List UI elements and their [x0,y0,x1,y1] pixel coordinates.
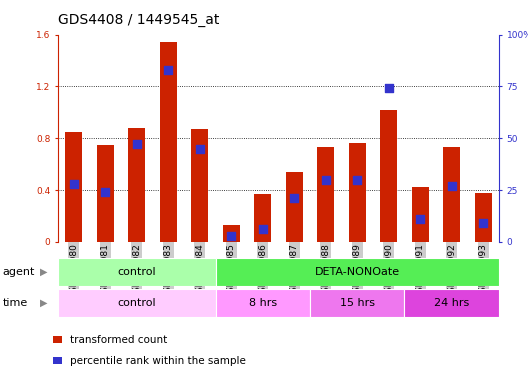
Point [70,181,78,187]
Text: 24 hrs: 24 hrs [434,298,469,308]
Text: ▶: ▶ [40,298,47,308]
Bar [411,187,429,242]
Bar [215,289,310,317]
Point [290,195,298,202]
Point [384,85,393,91]
Text: DETA-NONOate: DETA-NONOate [315,267,400,277]
Text: 15 hrs: 15 hrs [340,298,375,308]
Bar [58,289,215,317]
Bar [317,147,334,242]
Text: GDS4408 / 1449545_at: GDS4408 / 1449545_at [58,13,220,27]
Text: percentile rank within the sample: percentile rank within the sample [70,356,246,366]
Text: ▶: ▶ [40,267,47,277]
Bar [475,193,492,242]
Point [259,227,267,233]
Bar [159,42,177,242]
Point [448,183,456,189]
Point [353,177,362,183]
Point [322,177,330,183]
Point [133,141,141,147]
Bar [223,225,240,242]
Point [479,220,487,226]
Bar [404,289,499,317]
Bar [128,128,146,242]
Point [195,146,204,152]
Bar [191,129,209,242]
Text: transformed count: transformed count [70,335,167,345]
Point [164,67,173,73]
Bar [215,258,499,286]
Text: agent: agent [3,267,35,277]
Bar [348,144,366,242]
Text: time: time [3,298,28,308]
Bar [310,289,404,317]
Point [416,216,425,222]
Bar [443,147,460,242]
Text: 8 hrs: 8 hrs [249,298,277,308]
Text: control: control [118,298,156,308]
Bar [286,172,303,242]
Bar [380,110,398,242]
Text: control: control [118,267,156,277]
Point [227,233,235,239]
Bar [254,194,271,242]
Bar [58,258,215,286]
Bar [65,132,82,242]
Bar [97,145,114,242]
Point [101,189,109,195]
